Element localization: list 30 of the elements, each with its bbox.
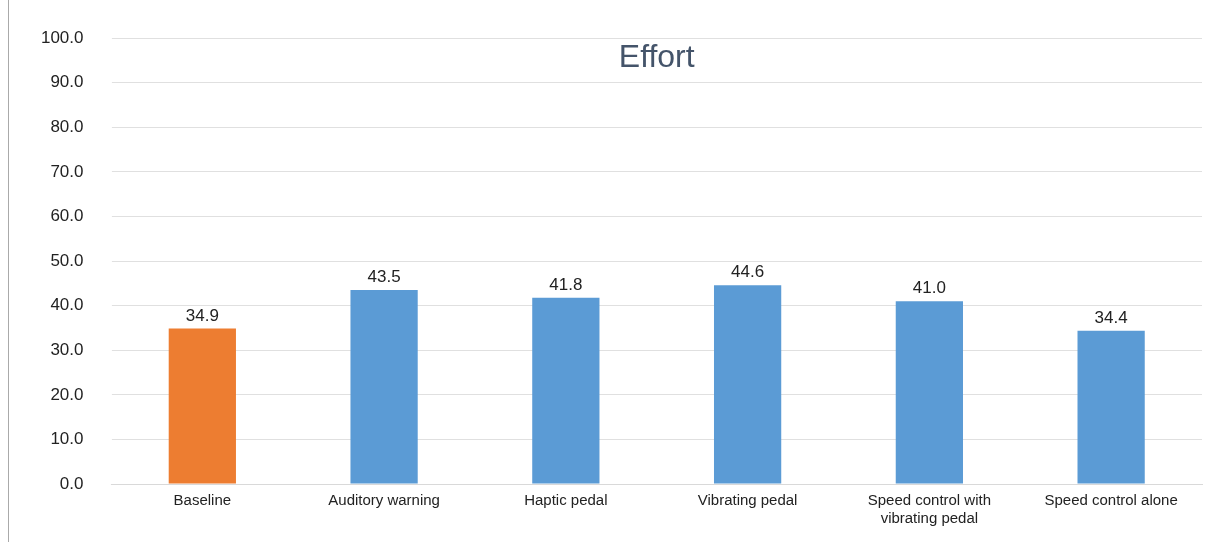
y-tick-label: 100.0 [40,27,84,47]
bar [1077,330,1145,484]
y-tick-label: 20.0 [50,384,84,404]
y-tick-label: 50.0 [50,250,84,270]
y-tick-label: 40.0 [50,295,84,315]
y-tick-label: 70.0 [50,161,84,181]
chart-title: Effort [618,38,695,75]
data-label: 41.0 [912,278,946,298]
bar [350,290,418,484]
x-tick-label: Speed control with vibrating pedal [867,491,991,527]
y-tick-label: 0.0 [59,473,84,493]
y-tick-label: 60.0 [50,206,84,226]
x-tick-label: Speed control alone [1044,491,1178,509]
data-label: 41.8 [549,274,583,294]
bar [168,328,236,484]
x-tick-label: Haptic pedal [524,491,608,509]
bar [713,285,782,484]
y-tick-label: 90.0 [50,72,84,92]
x-tick-label: Vibrating pedal [697,491,798,509]
x-tick-label: Auditory warning [328,491,440,509]
bar [895,301,963,484]
data-label: 43.5 [367,267,401,287]
data-label: 34.9 [185,305,219,325]
y-tick-label: 30.0 [50,339,84,359]
data-label: 44.6 [731,262,765,282]
data-label: 34.4 [1094,307,1128,327]
y-tick-label: 10.0 [50,429,84,449]
x-tick-label: Baseline [173,491,232,509]
bar [532,297,600,484]
y-tick-label: 80.0 [50,117,84,137]
